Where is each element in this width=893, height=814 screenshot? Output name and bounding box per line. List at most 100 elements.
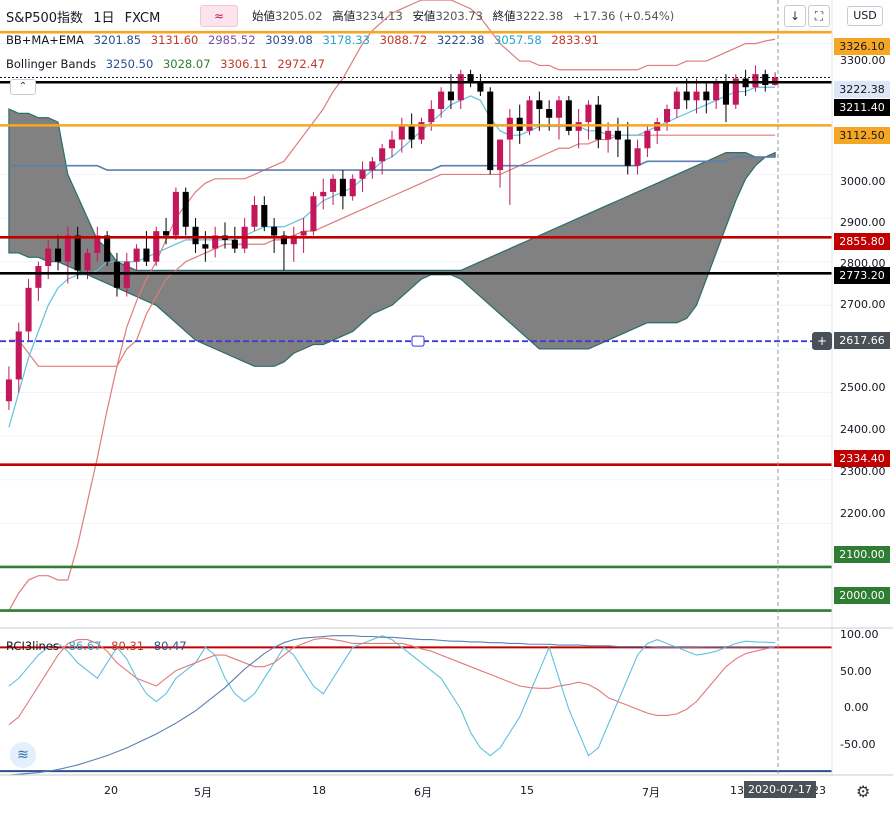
candle-up: [369, 161, 376, 171]
interval-label[interactable]: 1日: [93, 11, 115, 26]
series-line: [8, 0, 776, 611]
price-label[interactable]: 2000.00: [834, 587, 890, 604]
candle-up: [555, 100, 563, 118]
fullscreen-icon[interactable]: ⛶: [808, 5, 830, 27]
price-tick: 2400.00: [840, 423, 886, 436]
price-label[interactable]: 2855.80: [834, 233, 890, 250]
time-tick: 6月: [414, 786, 432, 799]
candle-up: [585, 104, 592, 123]
price-tick: 2200.00: [840, 507, 886, 520]
close-value: 3222.38: [515, 9, 564, 23]
bbmaema-value: 3222.38: [436, 33, 485, 47]
candle-up: [713, 82, 720, 101]
price-label[interactable]: 2100.00: [834, 546, 890, 563]
bbmaema-value: 2985.52: [208, 33, 256, 47]
price-label[interactable]: 2617.66: [834, 332, 890, 349]
bbmaema-value: 2833.91: [551, 33, 599, 47]
candle-up: [398, 126, 405, 140]
bbmaema-value: 3131.60: [150, 33, 199, 47]
candle-up: [428, 109, 435, 123]
time-tick: 20: [104, 784, 118, 797]
rci-legend[interactable]: RCI3lines 86.67 80.31 80.47: [6, 639, 193, 653]
horizontal-lines[interactable]: [0, 30, 832, 612]
candle-up: [732, 78, 739, 105]
rci-value: 80.47: [153, 639, 187, 653]
candle-up: [133, 248, 140, 262]
price-label[interactable]: 2334.40: [834, 450, 890, 467]
open-value: 3205.02: [275, 9, 323, 23]
candle-up: [123, 261, 130, 288]
scroll-down-icon[interactable]: ↓: [784, 5, 806, 27]
bbmaema-value: 3088.72: [379, 33, 428, 47]
candle-up: [64, 235, 71, 262]
price-tick: 3300.00: [840, 54, 886, 67]
open-label: 始値: [252, 9, 275, 23]
candle-up: [330, 178, 337, 192]
bbmaema-value: 3201.85: [93, 33, 142, 47]
bollinger-value: 3028.07: [162, 57, 211, 71]
ohlc-row: 始値3205.02 高値3234.13 安値3203.73 終値3222.38 …: [252, 8, 680, 24]
candle-down: [536, 100, 543, 110]
time-tick: 15: [520, 784, 534, 797]
price-label[interactable]: 3112.50: [834, 127, 890, 144]
candle-up: [693, 91, 700, 101]
price-label[interactable]: 2773.20: [834, 267, 890, 284]
candle-up: [605, 130, 612, 140]
bbmaema-legend[interactable]: BB+MA+EMA 3201.85 3131.60 2985.52 3039.0…: [6, 33, 605, 47]
rci-tick: -50.00: [840, 738, 876, 751]
price-tick: 2500.00: [840, 381, 886, 394]
cloud-bear-segment: [8, 108, 776, 367]
candle-down: [614, 130, 621, 140]
candle-up: [752, 74, 759, 88]
settings-gear-icon[interactable]: ⚙: [856, 782, 871, 801]
candle-up: [84, 252, 91, 271]
price-tick: 2700.00: [840, 298, 886, 311]
candle-down: [762, 74, 769, 86]
candles[interactable]: [5, 65, 779, 410]
price-label[interactable]: 3326.10: [834, 38, 890, 55]
rci-tick: 0.00: [844, 701, 869, 714]
currency-button[interactable]: USD: [847, 6, 883, 26]
bollinger-name: Bollinger Bands: [6, 57, 97, 71]
candle-up: [673, 91, 680, 110]
price-label[interactable]: 3211.40: [834, 99, 890, 116]
time-tick: 13: [730, 784, 744, 797]
candle-up: [379, 148, 386, 162]
rci-tick: 100.00: [840, 628, 879, 641]
logo-icon[interactable]: ≋: [10, 742, 36, 768]
candle-down: [104, 235, 111, 262]
candle-down: [163, 231, 170, 236]
candle-up: [212, 235, 219, 249]
candle-up: [25, 287, 32, 332]
candle-up: [663, 109, 671, 123]
candle-down: [339, 178, 346, 197]
candle-up: [388, 139, 396, 149]
bollinger-legend[interactable]: Bollinger Bands 3250.50 3028.07 3306.11 …: [6, 57, 331, 71]
rci-line: [8, 635, 776, 776]
candle-down: [271, 226, 278, 236]
collapse-legend-icon[interactable]: ⌃: [10, 79, 36, 95]
price-tick: 2900.00: [840, 216, 886, 229]
symbol-name[interactable]: S&P500指数: [6, 11, 84, 26]
candle-up: [251, 204, 258, 227]
candle-down: [74, 235, 81, 271]
candle-down: [261, 204, 268, 227]
candle-up: [438, 91, 445, 110]
candle-up: [320, 191, 327, 197]
price-label[interactable]: 3222.38: [834, 81, 890, 98]
candle-down: [683, 91, 690, 101]
close-label: 終値: [492, 9, 516, 23]
candle-down: [192, 226, 199, 245]
candle-down: [280, 235, 287, 245]
candle-up: [506, 117, 513, 140]
candle-down: [477, 82, 484, 92]
time-tick: 5月: [194, 786, 212, 799]
candle-up: [418, 122, 425, 140]
add-alert-icon[interactable]: +: [812, 332, 832, 350]
candle-down: [722, 82, 730, 105]
high-value: 3234.13: [355, 9, 403, 23]
candle-up: [457, 74, 464, 101]
candle-down: [703, 91, 710, 101]
buy-sell-toggle[interactable]: ≈: [200, 5, 238, 27]
